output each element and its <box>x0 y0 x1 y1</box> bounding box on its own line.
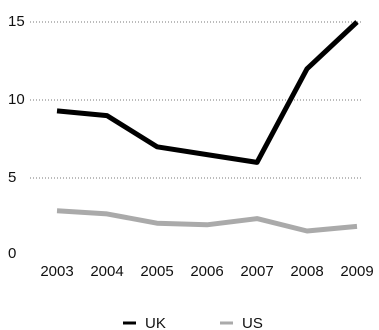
legend-item-us: US <box>220 315 263 330</box>
data-point-uk <box>105 114 109 118</box>
y-tick-label: 5 <box>8 169 16 186</box>
x-axis-tick-labels: 2003 2004 2005 2006 2007 2008 2009 <box>40 263 373 280</box>
x-tick-label: 2006 <box>190 263 223 280</box>
x-tick-label: 2003 <box>40 263 73 280</box>
x-tick-label: 2009 <box>340 263 373 280</box>
y-tick-label: 15 <box>8 13 25 30</box>
legend-label: UK <box>145 315 166 330</box>
y-tick-label: 0 <box>8 245 16 262</box>
data-point-us <box>155 221 159 225</box>
data-point-uk <box>305 67 309 71</box>
legend: UK US <box>123 315 263 330</box>
x-tick-label: 2005 <box>140 263 173 280</box>
x-tick-label: 2004 <box>90 263 123 280</box>
data-point-uk <box>255 160 259 164</box>
data-point-us <box>205 223 209 227</box>
data-point-uk <box>55 109 59 113</box>
y-tick-label: 10 <box>8 91 25 108</box>
series-line-us <box>57 211 357 231</box>
series-uk <box>55 20 359 164</box>
data-point-uk <box>205 153 209 157</box>
data-point-uk <box>355 20 359 24</box>
legend-item-uk: UK <box>123 315 166 330</box>
y-axis-tick-labels: 0 5 10 15 <box>8 13 25 262</box>
data-point-us <box>55 209 59 213</box>
data-point-us <box>355 224 359 228</box>
series-lines <box>55 20 359 233</box>
series-us <box>55 209 359 233</box>
legend-label: US <box>242 315 263 330</box>
data-point-uk <box>155 145 159 149</box>
x-tick-label: 2008 <box>290 263 323 280</box>
x-tick-label: 2007 <box>240 263 273 280</box>
series-line-uk <box>57 22 357 162</box>
data-point-us <box>255 217 259 221</box>
data-point-us <box>305 229 309 233</box>
data-point-us <box>105 212 109 216</box>
